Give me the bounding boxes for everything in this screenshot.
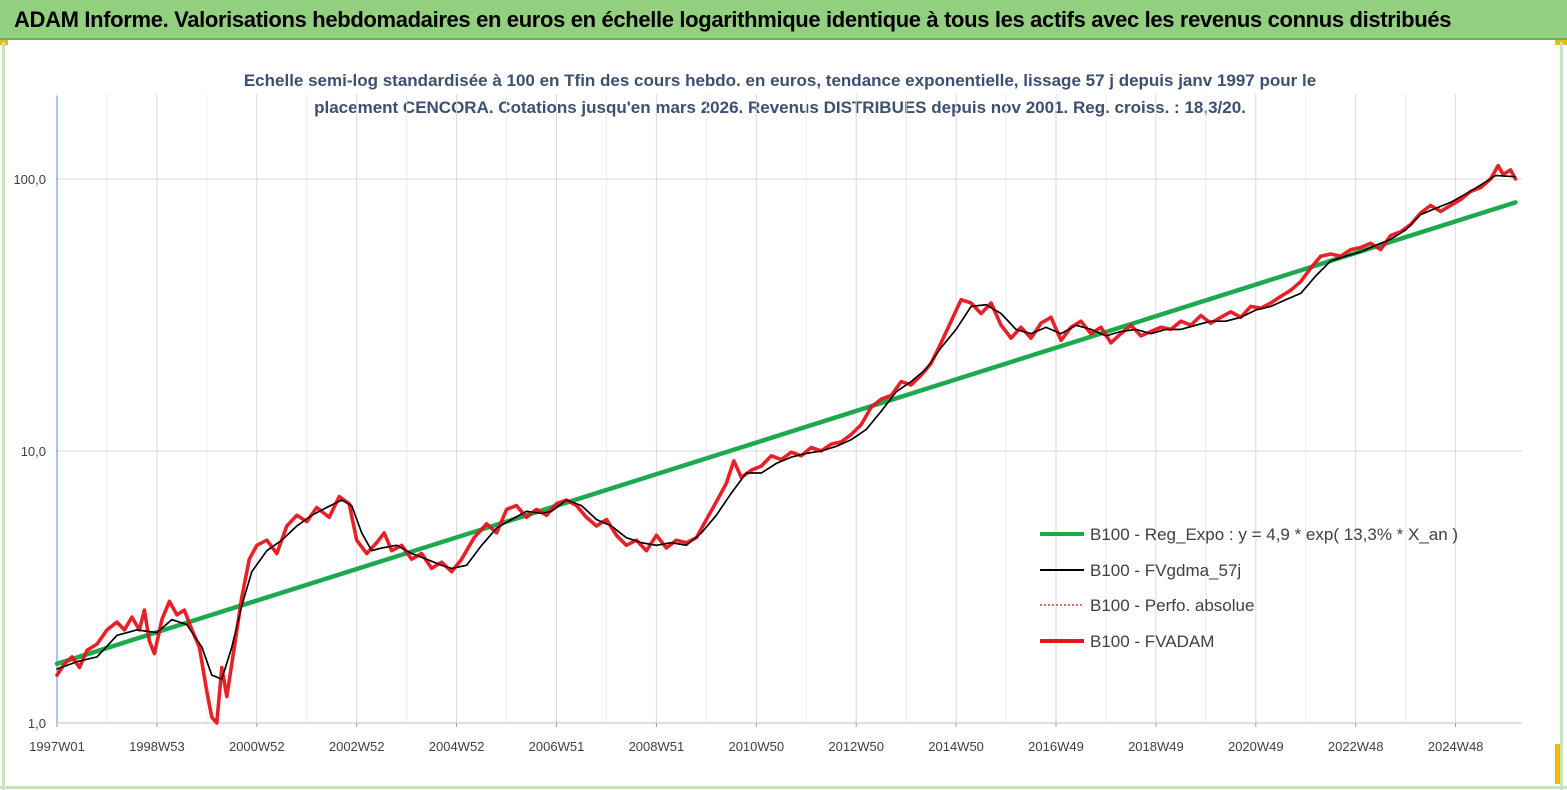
series-fvgdma-line — [56, 174, 1517, 680]
x-tick-label: 2002W52 — [329, 739, 385, 754]
legend-label: B100 - Perfo. absolue — [1090, 596, 1254, 615]
series-group — [54, 163, 1518, 725]
y-tick-label: 1,0 — [28, 716, 46, 731]
corner-marker-bottom-right — [1555, 744, 1563, 784]
x-tick-label: 2022W48 — [1328, 739, 1384, 754]
x-tick-label: 2006W51 — [529, 739, 585, 754]
y-axis: 1,0 10,0 100,0 — [13, 96, 58, 731]
series-fvadam-line — [55, 163, 1518, 725]
series-fvgdma-overlay — [56, 174, 1516, 681]
chart-svg: Echelle semi-log standardisée à 100 en T… — [13, 71, 1522, 754]
x-axis: 1997W01 1998W53 2000W52 2002W52 2004W52 2006W… — [29, 722, 1522, 754]
legend: B100 - Reg_Expo : y = 4,9 * exp( 13,3% *… — [1040, 525, 1458, 651]
chart-subtitle-line2: placement CENCORA. Cotations jusqu'en ma… — [314, 98, 1246, 117]
x-tick-label: 2018W49 — [1128, 739, 1184, 754]
page-title: ADAM Informe. Valorisations hebdomadaire… — [14, 7, 1452, 32]
x-tick-label: 2004W52 — [429, 739, 485, 754]
x-tick-label: 1998W53 — [129, 739, 185, 754]
x-tick-label: 2012W50 — [828, 739, 884, 754]
x-tick-label: 2008W51 — [629, 739, 685, 754]
frame-right — [1560, 42, 1563, 790]
x-tick-label: 2016W49 — [1028, 739, 1084, 754]
x-tick-label: 2020W49 — [1228, 739, 1284, 754]
y-tick-label: 100,0 — [13, 172, 46, 187]
x-tick-label: 2000W52 — [229, 739, 285, 754]
legend-label: B100 - Reg_Expo : y = 4,9 * exp( 13,3% *… — [1090, 525, 1458, 544]
x-tick-label: 2024W48 — [1428, 739, 1484, 754]
x-tick-label: 2010W50 — [728, 739, 784, 754]
frame-left — [2, 42, 5, 790]
chart-subtitle-line1: Echelle semi-log standardisée à 100 en T… — [244, 71, 1316, 90]
x-tick-label: 2014W50 — [928, 739, 984, 754]
grid-lines — [56, 94, 1522, 724]
x-tick-label: 1997W01 — [29, 739, 85, 754]
series-reg-expo-line — [54, 200, 1518, 667]
frame-bottom — [0, 786, 1567, 789]
legend-label: B100 - FVADAM — [1090, 632, 1214, 651]
legend-label: B100 - FVgdma_57j — [1090, 561, 1241, 580]
y-tick-label: 10,0 — [21, 444, 46, 459]
title-bar: ADAM Informe. Valorisations hebdomadaire… — [0, 0, 1567, 40]
